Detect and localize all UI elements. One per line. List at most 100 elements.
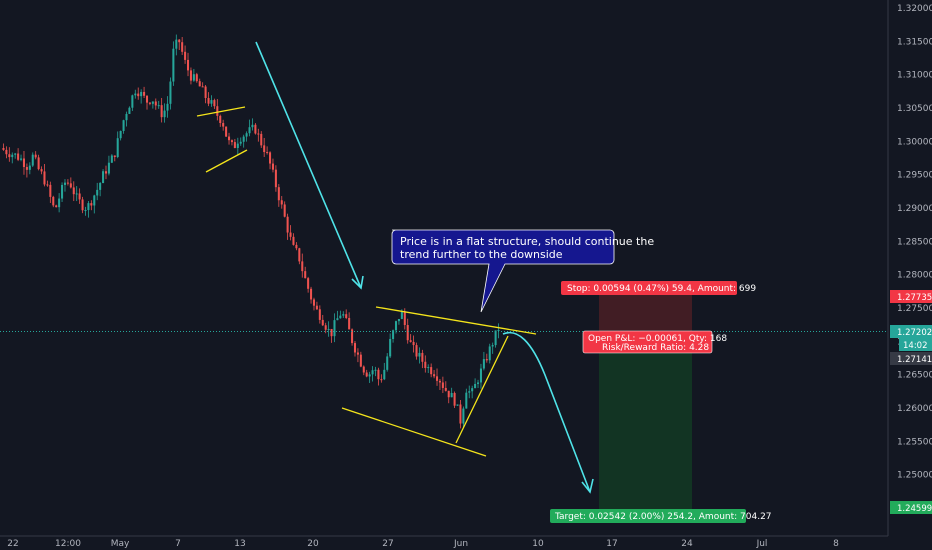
time-tick-label: 7 — [175, 539, 181, 549]
candles-layer — [2, 34, 500, 429]
time-tick-label: 20 — [307, 539, 319, 549]
badge-target: 1.24599 — [890, 501, 932, 514]
target-label-text: Target: 0.02542 (2.00%) 254.2, Amount: 7… — [554, 512, 772, 522]
stop-zone[interactable] — [599, 295, 692, 332]
candle-body — [406, 325, 409, 341]
candle-body — [394, 321, 398, 331]
stop-label[interactable]: Stop: 0.00594 (0.47%) 59.4, Amount: 699 — [561, 281, 756, 295]
callout-bubble[interactable] — [391, 229, 615, 313]
time-tick-label: 24 — [681, 539, 693, 549]
candle-body — [225, 126, 228, 137]
candle-body — [49, 184, 52, 197]
target-label-box — [550, 509, 746, 523]
candle-body — [148, 102, 151, 104]
price-tick-label: 1.30500 — [897, 104, 932, 114]
candle-body — [222, 123, 225, 127]
candle-body — [37, 157, 40, 170]
candle-body — [233, 142, 236, 149]
candle-body — [87, 203, 90, 211]
price-axis[interactable]: 1.32000 1.31500 1.31000 1.30500 1.30000 1.295… — [887, 0, 932, 536]
callout-line-2: trend further to the downside — [400, 248, 563, 261]
candle-body — [90, 203, 93, 206]
projection-curve-head[interactable] — [581, 478, 594, 494]
candle-body — [11, 154, 14, 158]
candle-body — [2, 148, 5, 150]
badge-stop-box — [890, 290, 932, 303]
time-axis-ticks: 22 12:00 May 7 13 20 27 Jun 10 17 24 Jul 8 — [7, 539, 839, 549]
candle-body — [435, 376, 439, 381]
candle-body — [52, 196, 55, 206]
candle-body — [298, 248, 301, 262]
trendline-flat-top[interactable] — [375, 306, 537, 335]
candle-body — [195, 74, 198, 82]
candle-body — [283, 204, 286, 217]
candle-body — [430, 367, 433, 375]
candle-body — [263, 145, 266, 153]
time-axis-background — [0, 536, 932, 550]
projection-arrows[interactable] — [255, 41, 594, 494]
candle-body — [201, 86, 204, 88]
candle-body — [365, 372, 368, 377]
time-tick-label: 13 — [234, 539, 245, 549]
pnl-label-line-2: Risk/Reward Ratio: 4.28 — [602, 343, 709, 353]
candle-body — [315, 305, 318, 310]
candle-body — [392, 330, 395, 339]
candle-body — [304, 271, 307, 279]
candle-body — [321, 319, 324, 326]
candle-body — [345, 314, 348, 318]
projection-curve[interactable] — [502, 331, 591, 493]
candle-body — [397, 318, 400, 322]
down-arrow-head[interactable] — [351, 275, 364, 290]
badge-stop-text: 1.27735 — [897, 293, 932, 303]
candle-body — [339, 315, 342, 319]
time-tick-label: 10 — [532, 539, 544, 549]
candle-body — [207, 98, 210, 104]
candle-body — [34, 154, 37, 158]
callout[interactable]: Price is in a flat structure, should con… — [391, 229, 654, 313]
trendlines[interactable] — [196, 106, 537, 457]
target-label[interactable]: Target: 0.02542 (2.00%) 254.2, Amount: 7… — [550, 509, 772, 523]
candle-body — [491, 345, 494, 347]
candle-body — [43, 171, 46, 185]
candle-body — [245, 133, 248, 137]
candle-body — [271, 163, 274, 170]
time-tick-label: Jun — [453, 539, 468, 549]
candle-body — [242, 136, 245, 142]
time-tick-label: 8 — [833, 539, 839, 549]
candle-body — [257, 133, 260, 135]
candle-body — [122, 120, 125, 131]
trendline-flat-bottom[interactable] — [341, 407, 487, 457]
price-tick-label: 1.29500 — [897, 171, 932, 181]
candle-body — [186, 59, 190, 71]
candle-body — [66, 182, 69, 184]
trendline-upper-flag-bottom[interactable] — [205, 149, 248, 173]
trendline-upper-flag-top[interactable] — [196, 106, 246, 117]
candle-body — [400, 311, 403, 319]
candle-body — [116, 138, 119, 158]
stop-label-box — [561, 281, 737, 295]
badge-countdown-box — [899, 338, 932, 351]
candle-body — [488, 346, 491, 361]
badge-target-text: 1.24599 — [897, 504, 932, 514]
candle-body — [438, 380, 441, 383]
candle-body — [356, 352, 359, 355]
candle-body — [342, 314, 345, 316]
target-zone[interactable] — [599, 332, 692, 510]
candle-body — [175, 39, 178, 49]
trendline-rising[interactable] — [455, 335, 509, 444]
time-axis[interactable]: 22 12:00 May 7 13 20 27 Jun 10 17 24 Jul 8 — [0, 535, 932, 550]
candle-body — [459, 404, 462, 424]
pnl-label[interactable]: Open P&L: −0.00061, Qty: 168 Risk/Reward… — [582, 330, 727, 354]
candle-body — [8, 154, 11, 158]
down-arrow-shaft[interactable] — [255, 41, 362, 289]
candle-body — [377, 369, 380, 380]
candle-body — [260, 133, 263, 146]
candle-body — [427, 367, 430, 369]
badge-countdown-text: 14:02 — [903, 341, 928, 351]
price-tick-label: 1.29000 — [897, 204, 932, 214]
stop-label-text: Stop: 0.00594 (0.47%) 59.4, Amount: 699 — [567, 284, 756, 294]
candle-body — [362, 366, 365, 373]
candle-body — [374, 369, 377, 371]
candle-body — [386, 356, 389, 370]
